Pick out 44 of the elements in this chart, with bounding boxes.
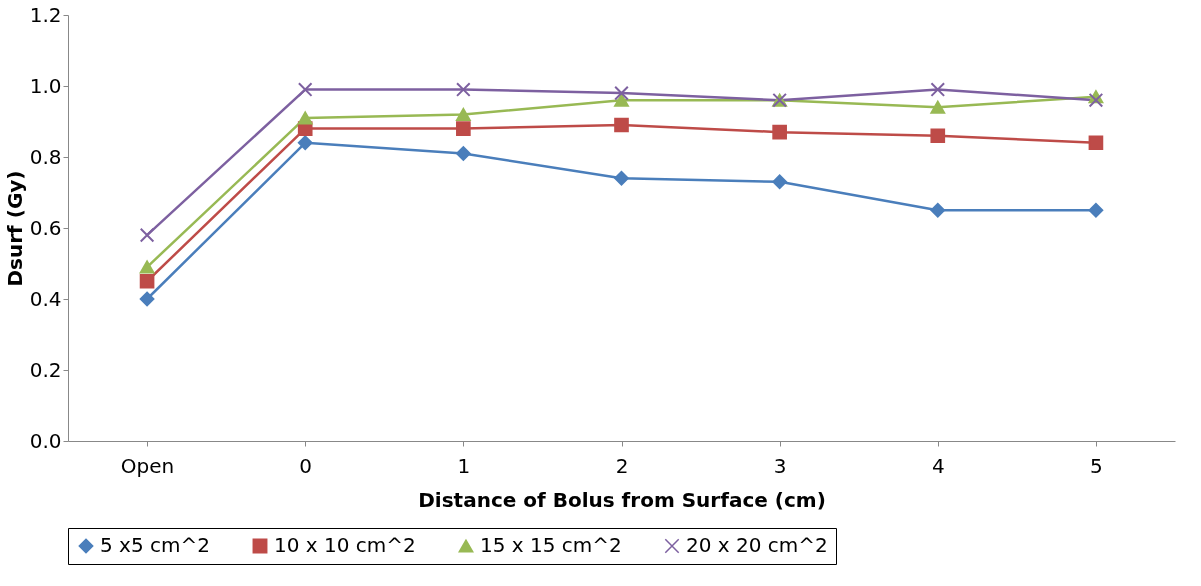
legend-label: 20 x 20 cm^2 [686, 533, 828, 557]
point [139, 227, 155, 243]
y-tick-label: 0.6 [29, 215, 62, 240]
point [139, 273, 155, 289]
y-tick-label: 0.8 [29, 144, 62, 169]
point [614, 93, 629, 107]
x-tick-label: 1 [457, 453, 471, 478]
point [930, 128, 946, 144]
point [297, 111, 313, 125]
point [772, 174, 787, 190]
point [139, 291, 155, 307]
point [930, 202, 946, 218]
point [456, 146, 471, 161]
x-tick-label: Open [120, 453, 175, 478]
point [1088, 92, 1104, 108]
legend-label: 10 x 10 cm^2 [274, 533, 416, 557]
x-tick-label: 3 [773, 453, 787, 478]
y-tick-label: 1.2 [29, 2, 62, 27]
point [614, 85, 629, 101]
point [772, 124, 787, 140]
y-tick-label: 0.0 [29, 428, 62, 453]
legend-label: 15 x 15 cm^2 [480, 533, 622, 557]
y-tick-label: 0.4 [29, 286, 62, 311]
legend-label: 5 x5 cm^2 [100, 533, 210, 557]
y-axis-title: Dsurf (Gy) [2, 170, 27, 287]
x-tick-label: 4 [931, 453, 945, 478]
point [930, 82, 946, 97]
x-tick-label: 2 [615, 453, 629, 478]
point [614, 170, 629, 186]
point [1088, 202, 1104, 218]
point [139, 260, 155, 274]
x-tick-label: 0 [299, 453, 313, 478]
point [456, 82, 471, 97]
point [297, 135, 313, 151]
y-tick-label: 1.0 [29, 73, 62, 98]
point [930, 100, 946, 114]
point [456, 121, 471, 136]
x-axis-title: Distance of Bolus from Surface (cm) [418, 487, 826, 512]
point [1088, 135, 1104, 151]
point [614, 117, 629, 133]
point [297, 82, 313, 97]
x-tick-label: 5 [1090, 453, 1103, 478]
y-tick-label: 0.2 [29, 357, 62, 382]
point [456, 107, 471, 121]
